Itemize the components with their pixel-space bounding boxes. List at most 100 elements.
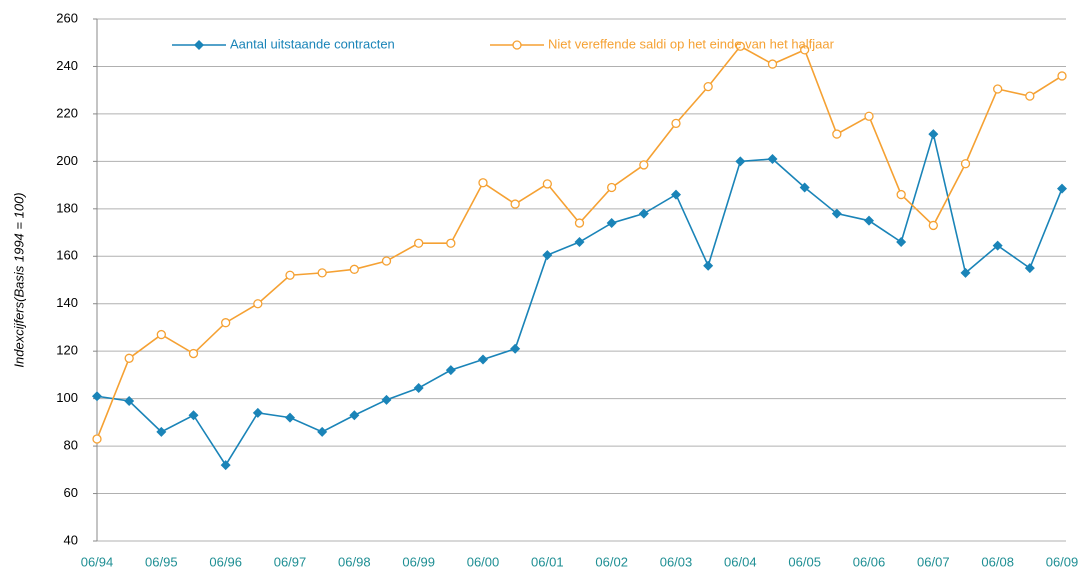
- y-tick-label: 160: [56, 248, 78, 263]
- marker: [510, 199, 520, 209]
- marker: [92, 391, 102, 402]
- marker: [478, 178, 488, 188]
- marker: [349, 410, 360, 421]
- marker: [993, 84, 1003, 94]
- marker: [317, 268, 327, 278]
- legend-label: Aantal uitstaande contracten: [230, 36, 395, 51]
- marker: [960, 267, 971, 278]
- y-tick-label: 100: [56, 390, 78, 405]
- marker: [446, 238, 456, 248]
- marker: [1025, 91, 1035, 101]
- marker: [381, 256, 392, 266]
- marker: [767, 59, 778, 69]
- marker: [832, 129, 842, 139]
- marker: [928, 129, 939, 140]
- marker: [671, 189, 681, 200]
- marker: [735, 41, 745, 51]
- x-tick-label: 06/07: [917, 554, 950, 569]
- marker: [896, 237, 907, 248]
- series: [92, 41, 1067, 444]
- marker: [413, 382, 424, 393]
- marker: [638, 208, 649, 219]
- series-line: [96, 130, 1063, 467]
- x-tick-label: 06/03: [660, 554, 693, 569]
- marker: [1057, 183, 1067, 194]
- marker: [1024, 263, 1035, 274]
- series: [92, 129, 1067, 471]
- marker: [542, 250, 553, 261]
- marker: [156, 329, 166, 340]
- x-tick-label: 06/94: [81, 554, 114, 569]
- marker: [478, 354, 488, 365]
- y-tick-label: 220: [56, 105, 78, 120]
- marker: [960, 159, 971, 169]
- y-tick-label: 120: [56, 343, 78, 358]
- marker: [607, 182, 617, 193]
- marker: [253, 299, 263, 309]
- marker: [349, 264, 359, 274]
- marker: [1057, 71, 1067, 81]
- y-tick-label: 140: [56, 295, 78, 310]
- marker: [285, 270, 295, 280]
- y-tick-label: 60: [64, 485, 78, 500]
- x-tick-label: 06/06: [853, 554, 886, 569]
- x-tick-label: 06/02: [595, 554, 628, 569]
- marker: [542, 179, 552, 189]
- legend-label: Niet vereffende saldi op het einde van h…: [548, 36, 835, 51]
- marker: [703, 260, 714, 271]
- marker: [512, 40, 522, 50]
- marker: [510, 343, 521, 354]
- marker: [194, 40, 204, 50]
- y-tick-label: 240: [56, 58, 78, 73]
- x-tick-label: 06/09: [1046, 554, 1079, 569]
- y-axis-title: Indexcijfers(Basis 1994 = 100): [11, 192, 26, 367]
- marker: [188, 410, 199, 421]
- marker: [671, 118, 681, 129]
- marker: [574, 218, 585, 228]
- marker: [639, 160, 649, 170]
- marker: [285, 412, 295, 423]
- marker: [992, 240, 1003, 251]
- marker: [896, 189, 906, 200]
- x-tick-label: 06/96: [209, 554, 242, 569]
- marker: [864, 215, 874, 226]
- marker: [221, 318, 231, 328]
- marker: [124, 396, 135, 407]
- marker: [928, 220, 938, 231]
- marker: [864, 111, 874, 121]
- marker: [188, 348, 199, 359]
- marker: [156, 426, 167, 437]
- y-tick-label: 260: [56, 10, 78, 25]
- x-tick-label: 06/08: [981, 554, 1014, 569]
- marker: [252, 407, 263, 418]
- x-tick-label: 06/98: [338, 554, 371, 569]
- marker: [445, 365, 456, 376]
- x-tick-label: 06/05: [788, 554, 821, 569]
- marker: [831, 208, 842, 219]
- marker: [574, 237, 585, 248]
- marker: [317, 426, 328, 437]
- y-tick-label: 200: [56, 153, 78, 168]
- x-tick-label: 06/00: [467, 554, 500, 569]
- x-tick-label: 06/95: [145, 554, 178, 569]
- x-tick-label: 06/99: [402, 554, 435, 569]
- marker: [381, 394, 392, 405]
- marker: [220, 460, 231, 471]
- marker: [606, 218, 617, 229]
- y-tick-label: 80: [64, 438, 78, 453]
- marker: [92, 434, 102, 444]
- marker: [124, 353, 134, 363]
- marker: [414, 238, 424, 248]
- x-tick-label: 06/01: [531, 554, 564, 569]
- marker: [735, 156, 746, 167]
- x-tick-label: 06/04: [724, 554, 757, 569]
- x-tick-label: 06/97: [274, 554, 307, 569]
- y-tick-label: 40: [64, 532, 78, 547]
- marker: [767, 153, 778, 164]
- y-tick-label: 180: [56, 200, 78, 215]
- marker: [800, 45, 810, 55]
- marker: [799, 182, 810, 193]
- legend-box: [148, 30, 945, 64]
- marker: [703, 81, 713, 92]
